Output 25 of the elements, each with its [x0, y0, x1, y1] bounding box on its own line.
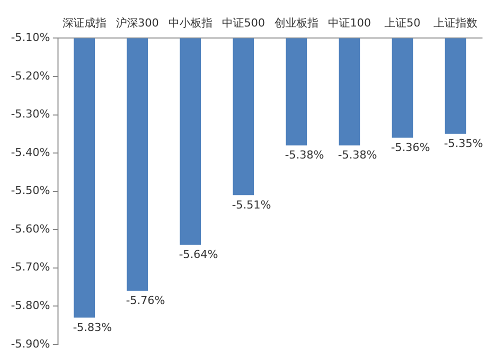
x-tick-label: 创业板指	[274, 16, 318, 30]
y-tick-label: -5.10%	[10, 31, 50, 44]
y-tick-label: -5.20%	[10, 69, 50, 82]
data-label: -5.38%	[285, 148, 324, 162]
data-label: -5.35%	[444, 137, 483, 150]
y-tick-label: -5.80%	[10, 298, 50, 312]
x-tick-label: 中证100	[328, 16, 371, 30]
y-tick-label: -5.60%	[10, 222, 50, 236]
x-tick-label: 沪深300	[116, 16, 159, 30]
y-tick-label: -5.90%	[10, 337, 50, 350]
data-label: -5.38%	[338, 148, 377, 162]
x-tick-label: 上证指数	[433, 16, 478, 30]
data-label: -5.83%	[72, 320, 112, 334]
y-tick-label: -5.30%	[10, 108, 50, 121]
data-label: -5.64%	[178, 248, 218, 262]
y-tick-label: -5.50%	[10, 184, 50, 198]
x-tick-label: 中证500	[222, 16, 265, 30]
x-tick-label: 中小板指	[168, 16, 212, 30]
x-tick-label: 上证50	[384, 16, 420, 30]
data-label: -5.76%	[126, 294, 165, 308]
data-label: -5.36%	[391, 141, 430, 154]
data-label: -5.51%	[232, 198, 271, 212]
x-tick-label: 深证成指	[62, 16, 106, 30]
y-tick-label: -5.70%	[10, 260, 50, 274]
y-tick-label: -5.40%	[10, 146, 50, 159]
